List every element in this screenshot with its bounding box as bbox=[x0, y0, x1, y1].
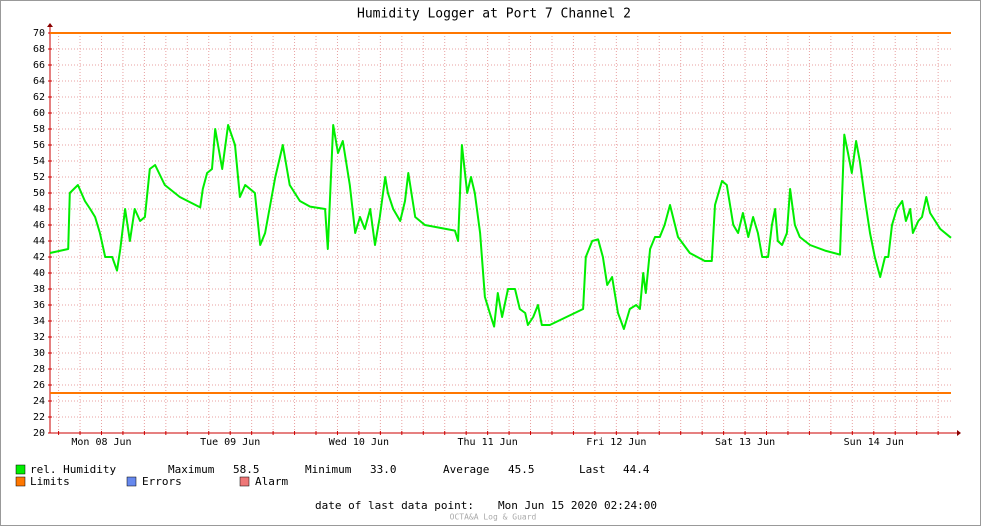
y-tick-label: 44 bbox=[33, 236, 45, 247]
y-tick-label: 36 bbox=[33, 300, 45, 311]
footer-label: date of last data point: bbox=[315, 499, 474, 512]
x-tick-label: Mon 08 Jun bbox=[71, 437, 131, 448]
legend-swatch bbox=[15, 476, 26, 487]
y-tick-label: 48 bbox=[33, 204, 45, 215]
y-tick-label: 22 bbox=[33, 412, 45, 423]
stat-value: 45.5 bbox=[508, 463, 535, 476]
y-tick-label: 62 bbox=[33, 92, 45, 103]
chart-title: Humidity Logger at Port 7 Channel 2 bbox=[357, 7, 631, 22]
y-tick-label: 70 bbox=[33, 28, 45, 39]
stat-value: 44.4 bbox=[623, 463, 650, 476]
legend-swatch bbox=[126, 476, 137, 487]
x-axis-arrow bbox=[957, 430, 961, 436]
legend-label: rel. Humidity bbox=[30, 463, 116, 476]
y-tick-label: 32 bbox=[33, 332, 45, 343]
stat-value: 58.5 bbox=[233, 463, 260, 476]
y-tick-label: 28 bbox=[33, 364, 45, 375]
y-tick-label: 58 bbox=[33, 124, 45, 135]
stat-label: Average bbox=[443, 463, 489, 476]
x-tick-label: Sat 13 Jun bbox=[715, 437, 775, 448]
y-tick-label: 34 bbox=[33, 316, 45, 327]
footer-value: Mon Jun 15 2020 02:24:00 bbox=[498, 499, 657, 512]
y-tick-label: 68 bbox=[33, 44, 45, 55]
y-tick-label: 40 bbox=[33, 268, 45, 279]
y-tick-label: 52 bbox=[33, 172, 45, 183]
y-tick-label: 46 bbox=[33, 220, 45, 231]
x-tick-label: Wed 10 Jun bbox=[329, 437, 389, 448]
legend-label: Alarm bbox=[255, 475, 288, 488]
legend-swatch bbox=[15, 464, 26, 475]
x-tick-label: Thu 11 Jun bbox=[458, 437, 518, 448]
x-tick-label: Tue 09 Jun bbox=[200, 437, 260, 448]
y-tick-label: 24 bbox=[33, 396, 45, 407]
y-tick-label: 26 bbox=[33, 380, 45, 391]
y-tick-label: 50 bbox=[33, 188, 45, 199]
stat-label: Maximum bbox=[168, 463, 215, 476]
y-tick-label: 60 bbox=[33, 108, 45, 119]
stat-label: Last bbox=[579, 463, 606, 476]
y-axis-arrow bbox=[47, 23, 53, 27]
x-tick-label: Sun 14 Jun bbox=[844, 437, 904, 448]
y-tick-label: 56 bbox=[33, 140, 45, 151]
y-tick-label: 30 bbox=[33, 348, 45, 359]
y-tick-label: 64 bbox=[33, 76, 45, 87]
watermark: OCTA&A Log & Guard bbox=[450, 513, 537, 522]
y-tick-label: 42 bbox=[33, 252, 45, 263]
y-tick-label: 20 bbox=[33, 428, 45, 439]
stat-value: 33.0 bbox=[370, 463, 397, 476]
legend-label: Errors bbox=[142, 475, 182, 488]
y-tick-label: 38 bbox=[33, 284, 45, 295]
series-line bbox=[49, 124, 952, 330]
x-tick-label: Fri 12 Jun bbox=[586, 437, 646, 448]
y-tick-label: 66 bbox=[33, 60, 45, 71]
y-tick-label: 54 bbox=[33, 156, 45, 167]
legend-swatch bbox=[239, 476, 250, 487]
legend-label: Limits bbox=[30, 475, 70, 488]
stat-label: Minimum bbox=[305, 463, 352, 476]
